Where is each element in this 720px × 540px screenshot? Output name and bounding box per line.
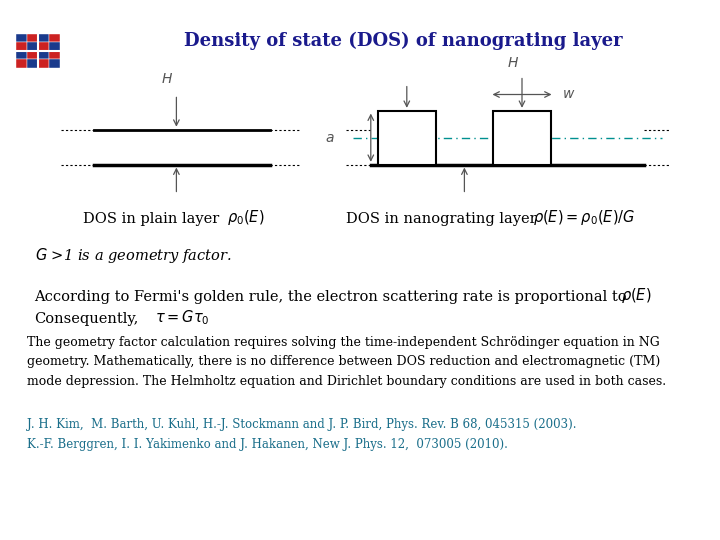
Text: The geometry factor calculation requires solving the time-independent Schrödinge: The geometry factor calculation requires… xyxy=(27,336,667,388)
Bar xyxy=(493,111,551,165)
Text: $H$: $H$ xyxy=(507,56,518,70)
Text: Density of state (DOS) of nanograting layer: Density of state (DOS) of nanograting la… xyxy=(184,31,623,50)
Text: $\tau = G\tau_0$: $\tau = G\tau_0$ xyxy=(155,309,210,327)
Bar xyxy=(38,59,49,68)
Bar xyxy=(38,42,49,51)
Bar xyxy=(38,51,49,59)
Bar xyxy=(16,34,27,42)
Text: $a$: $a$ xyxy=(325,131,335,145)
Text: DOS in nanograting layer: DOS in nanograting layer xyxy=(346,212,536,226)
Bar xyxy=(50,34,60,42)
Bar xyxy=(50,51,60,59)
Bar xyxy=(27,59,38,68)
Text: $w$: $w$ xyxy=(562,87,575,102)
Bar xyxy=(27,34,38,42)
Bar xyxy=(16,51,27,59)
Text: $\rho(E)=\rho_0(E)/G$: $\rho(E)=\rho_0(E)/G$ xyxy=(533,208,635,227)
Bar xyxy=(378,111,436,165)
Bar xyxy=(16,59,27,68)
Bar xyxy=(27,42,38,51)
Text: Consequently,: Consequently, xyxy=(35,312,139,326)
Text: $\rho_0(E)$: $\rho_0(E)$ xyxy=(227,208,264,227)
Text: DOS in plain layer: DOS in plain layer xyxy=(83,212,219,226)
Bar xyxy=(38,34,49,42)
Text: $\rho(E)$: $\rho(E)$ xyxy=(621,286,652,306)
Bar xyxy=(27,51,38,59)
Bar xyxy=(16,42,27,51)
Text: J. H. Kim,  M. Barth, U. Kuhl, H.-J. Stockmann and J. P. Bird, Phys. Rev. B 68, : J. H. Kim, M. Barth, U. Kuhl, H.-J. Stoc… xyxy=(27,418,577,451)
Text: According to Fermi's golden rule, the electron scattering rate is proportional t: According to Fermi's golden rule, the el… xyxy=(35,290,627,304)
Text: $H$: $H$ xyxy=(161,72,173,86)
Text: $G$ >1 is a geometry factor.: $G$ >1 is a geometry factor. xyxy=(35,246,231,265)
Bar xyxy=(50,42,60,51)
Bar xyxy=(50,59,60,68)
